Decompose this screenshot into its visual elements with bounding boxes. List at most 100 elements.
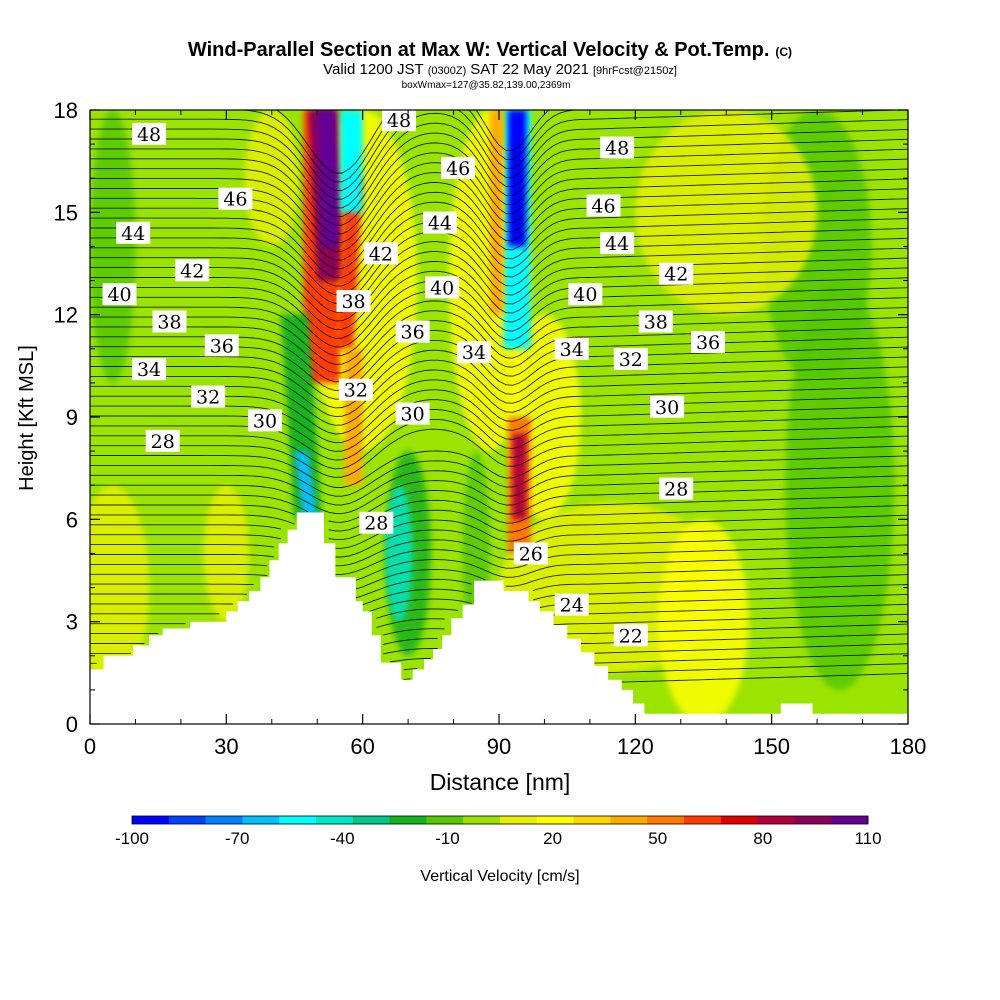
theta-contour xyxy=(403,673,908,683)
contour-label: 32 xyxy=(196,387,220,409)
contour-label: 34 xyxy=(137,359,161,381)
contour-label-box xyxy=(338,378,373,401)
contour-label-box xyxy=(336,290,371,313)
colorbar-tick-label: -70 xyxy=(225,829,250,848)
contour-label: 46 xyxy=(223,189,247,211)
contour-label: 38 xyxy=(157,311,181,333)
terrain-profile xyxy=(90,512,908,724)
theta-contour xyxy=(90,418,908,470)
contour-label: 30 xyxy=(401,404,425,426)
theta-contour xyxy=(90,339,908,400)
theta-contour xyxy=(90,534,908,567)
x-tick-label: 60 xyxy=(350,734,374,759)
contour-label: 36 xyxy=(401,322,425,344)
colorbar-swatch xyxy=(426,816,464,824)
contour-label-box xyxy=(152,310,187,333)
theta-contour-labels: 48 48 48 46 46 46 44 44 44 42 42 42 40 40 40 38 38 38 36 36… xyxy=(102,110,726,647)
title-mark: (C) xyxy=(775,45,792,59)
theta-contour xyxy=(90,251,908,322)
theta-contour xyxy=(90,221,908,296)
contour-label: 26 xyxy=(519,543,543,565)
contour-label-box xyxy=(457,341,492,364)
colorbar-swatch xyxy=(352,816,391,824)
theta-contour xyxy=(90,241,908,313)
contour-label: 36 xyxy=(210,335,234,357)
theta-contour xyxy=(90,643,908,655)
contour-label: 24 xyxy=(560,595,584,617)
colorbar-swatch xyxy=(647,816,685,824)
theta-contour xyxy=(90,122,908,209)
y-tick-label: 12 xyxy=(54,303,78,328)
theta-contour xyxy=(90,574,908,599)
colorbar-swatch xyxy=(536,816,575,824)
contour-label-box xyxy=(204,334,239,357)
contour-label: 34 xyxy=(560,339,584,361)
contour-label-box xyxy=(554,593,589,616)
y-tick-label: 9 xyxy=(66,405,78,430)
updraft-band xyxy=(344,348,363,486)
contour-label-box xyxy=(363,242,398,265)
theta-contour xyxy=(90,231,908,304)
theta-contour xyxy=(90,428,908,478)
velocity-region xyxy=(203,485,250,622)
theta-contour xyxy=(90,142,908,226)
colorbar-swatch xyxy=(316,816,354,824)
chart-subtitle-2: boxWmax=127@35.82,139.00,2369m xyxy=(402,80,571,91)
colorbar-swatch xyxy=(205,816,243,824)
contour-label-box xyxy=(116,221,151,244)
theta-contour xyxy=(90,455,908,497)
contour-label: 40 xyxy=(107,284,131,306)
contour-label-box xyxy=(175,259,210,282)
contour-label-box xyxy=(586,194,621,217)
contour-label: 42 xyxy=(664,264,688,286)
y-axis-label: Height [Kft MSL] xyxy=(16,345,38,491)
chart-title: Wind-Parallel Section at Max W: Vertical… xyxy=(188,39,792,61)
theta-contour xyxy=(90,349,908,409)
colorbar-swatch xyxy=(573,816,611,824)
colorbar-swatch xyxy=(610,816,648,824)
x-tick-label: 180 xyxy=(890,734,927,759)
downdraft-band xyxy=(294,451,318,520)
theta-contour xyxy=(90,270,908,339)
theta-contour xyxy=(90,369,908,426)
theta-contour xyxy=(90,389,908,444)
colorbar-label: Vertical Velocity [cm/s] xyxy=(420,868,579,885)
x-tick-label: 90 xyxy=(487,734,511,759)
contour-label: 42 xyxy=(369,243,393,265)
contour-label-box xyxy=(650,395,685,418)
theta-contour xyxy=(90,544,908,575)
contour-label: 44 xyxy=(121,223,145,245)
contour-label-box xyxy=(145,429,180,452)
contour-label: 46 xyxy=(446,158,470,180)
contour-label-box xyxy=(395,402,430,425)
velocity-region xyxy=(90,110,136,383)
velocity-region xyxy=(90,485,150,690)
colorbar-swatch xyxy=(389,816,427,824)
x-tick-label: 30 xyxy=(214,734,238,759)
contour-label: 38 xyxy=(644,311,668,333)
contour-label-box xyxy=(359,511,394,534)
contour-label-box xyxy=(382,110,417,132)
theta-contour xyxy=(90,564,908,590)
contour-label: 28 xyxy=(664,479,688,501)
contour-label: 48 xyxy=(387,110,411,132)
theta-contour xyxy=(90,359,908,418)
updraft-core xyxy=(512,434,527,520)
terrain xyxy=(90,512,908,724)
contour-label-box xyxy=(218,187,253,210)
theta-contour xyxy=(90,593,908,612)
theta-contour xyxy=(90,162,908,244)
colorbar-swatch xyxy=(168,816,207,824)
contour-label: 42 xyxy=(180,260,204,282)
theta-contour xyxy=(90,475,908,515)
contour-label-box xyxy=(600,232,635,255)
y-tick-label: 6 xyxy=(66,507,78,532)
theta-contour xyxy=(90,465,908,506)
contour-label-box xyxy=(395,320,430,343)
contour-label-box xyxy=(441,156,476,179)
contour-label: 32 xyxy=(344,380,368,402)
y-tick-label: 0 xyxy=(66,712,78,737)
contour-label-box xyxy=(554,337,589,360)
